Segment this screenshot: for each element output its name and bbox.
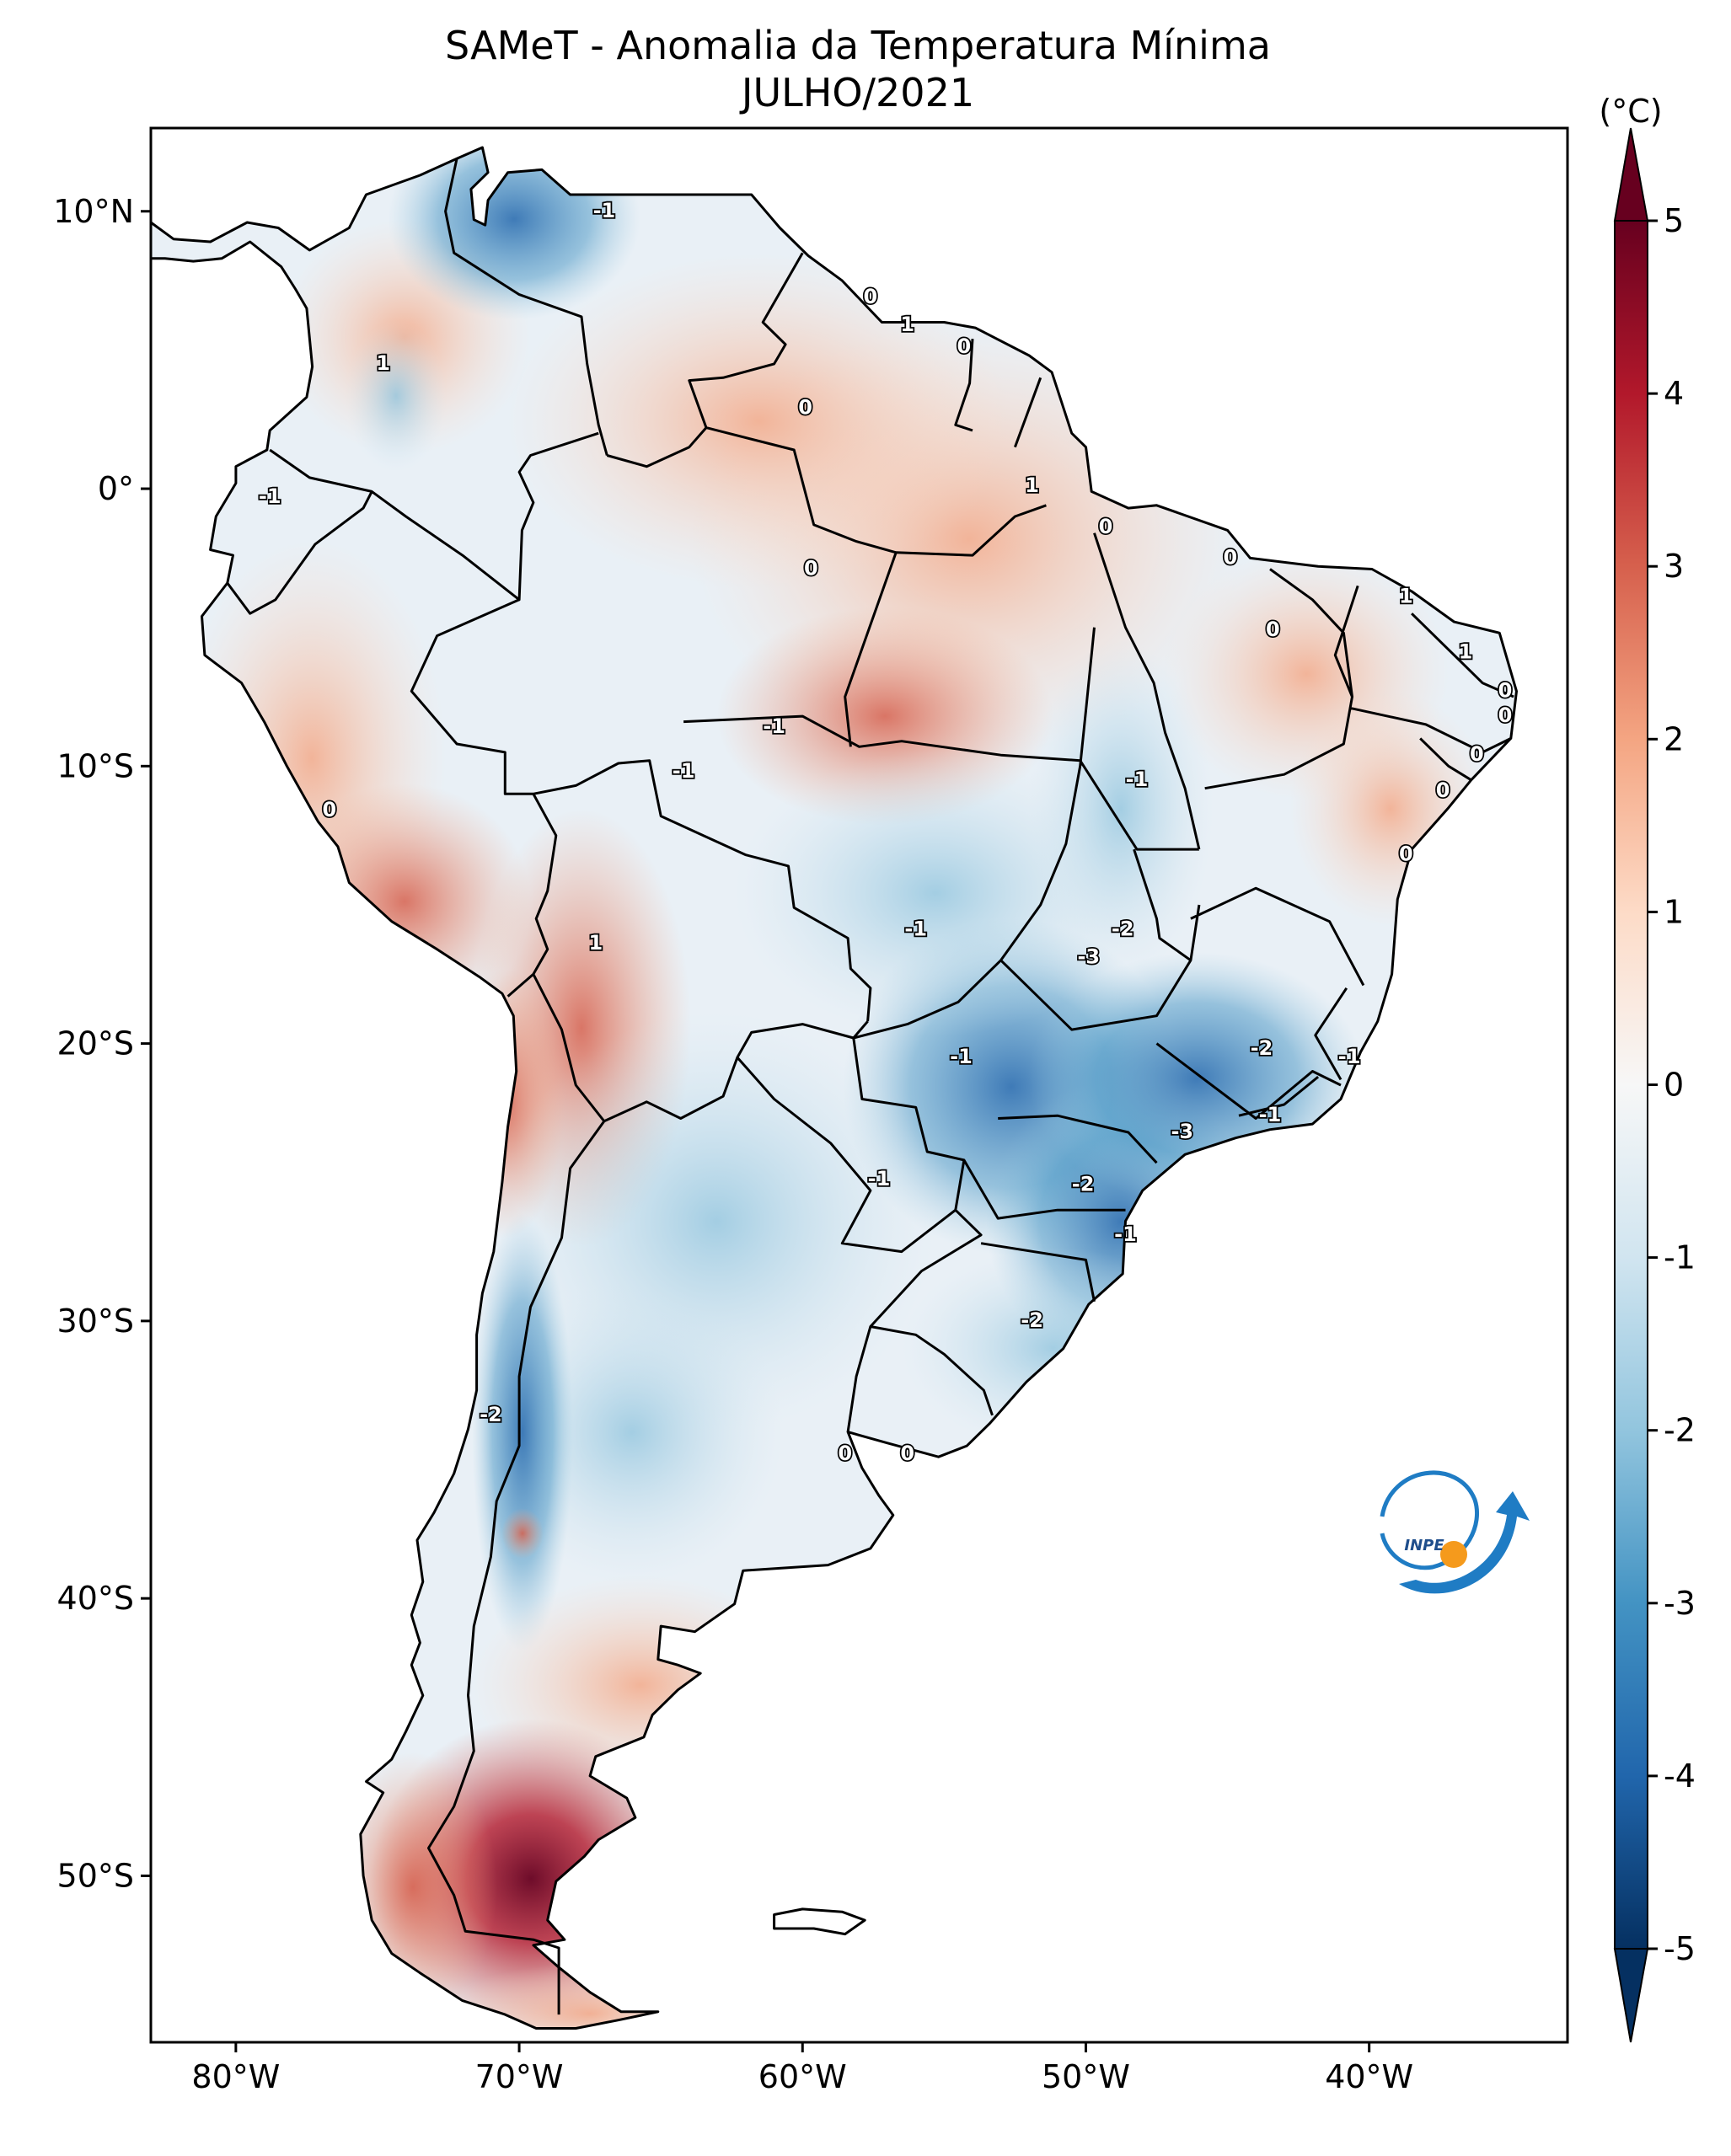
- contour-label: 1: [1025, 473, 1039, 497]
- colorbar-extend-max: [1613, 127, 1649, 222]
- contour-label: -1: [904, 918, 927, 941]
- contour-label: 1: [376, 351, 390, 375]
- contour-label: 0: [864, 285, 878, 308]
- contour-label: 0: [1266, 618, 1280, 641]
- lon-tick-label: 80°W: [191, 2058, 280, 2095]
- contour-label: -1: [1338, 1045, 1361, 1068]
- colorbar-tick-label: 5: [1664, 202, 1684, 239]
- longitude-axis: 80°W 70°W 60°W 50°W 40°W: [191, 2042, 1413, 2095]
- colorbar-tick-label: -2: [1664, 1412, 1696, 1449]
- contour-label: -1: [763, 714, 785, 738]
- state-and-country-borders: [226, 158, 1514, 2015]
- contour-label: -2: [1072, 1173, 1095, 1196]
- contour-label: 0: [804, 557, 818, 580]
- latitude-axis: 10°N 0° 10°S 20°S 30°S 40°S 50°S: [53, 193, 151, 1894]
- contour-label: 1: [1459, 639, 1473, 663]
- contour-label: -3: [1171, 1120, 1193, 1143]
- contour-label: 0: [798, 396, 812, 420]
- colorbar-tick-label: 1: [1664, 893, 1684, 930]
- contour-label: -2: [1251, 1036, 1273, 1060]
- contour-label: 1: [1399, 585, 1413, 608]
- lat-tick-label: 40°S: [57, 1580, 134, 1617]
- colorbar-tick-label: 2: [1664, 720, 1684, 757]
- chart-subtitle: JULHO/2021: [739, 70, 974, 115]
- lat-tick-label: 10°N: [53, 193, 134, 230]
- lat-tick-label: 50°S: [57, 1857, 134, 1894]
- contour-label: -1: [673, 759, 695, 783]
- contour-label: 0: [322, 798, 336, 821]
- contour-label: -2: [1021, 1308, 1043, 1332]
- colorbar-tick-label: -1: [1664, 1239, 1696, 1276]
- inpe-logo-arrow: [1399, 1491, 1530, 1594]
- contour-label: 0: [1498, 678, 1513, 702]
- colorbar-tick-label: 0: [1664, 1067, 1684, 1104]
- inpe-logo-text: INPE: [1404, 1537, 1444, 1554]
- contour-label: -2: [1112, 918, 1134, 941]
- colorbar-tick-label: -3: [1664, 1585, 1696, 1622]
- falkland-islands: [773, 1907, 866, 1936]
- colorbar-ticks: 5 4 3 2 1 0 -1 -2 -3 -4 -5: [1648, 202, 1696, 1967]
- contour-label: -1: [593, 199, 616, 222]
- contour-label: 0: [1436, 778, 1450, 802]
- contour-label: -2: [480, 1403, 502, 1426]
- lon-tick-label: 40°W: [1325, 2058, 1413, 2095]
- contour-label: 0: [1224, 545, 1238, 569]
- contour-label: 0: [900, 1442, 914, 1465]
- chart-title: SAMeT - Anomalia da Temperatura Mínima: [445, 23, 1271, 68]
- inpe-logo: INPE: [1380, 1470, 1530, 1594]
- lon-tick-label: 50°W: [1042, 2058, 1130, 2095]
- contour-label: 0: [1498, 704, 1513, 727]
- colorbar-tick-label: 3: [1664, 548, 1684, 585]
- contour-label: 0: [838, 1442, 852, 1465]
- contour-label: 0: [1099, 515, 1113, 538]
- contour-label: 0: [957, 334, 972, 358]
- colorbar-tick-label: 4: [1664, 375, 1684, 412]
- inpe-logo-swoosh: [1380, 1470, 1480, 1570]
- colorbar-gradient: [1614, 220, 1648, 1950]
- contour-label: -1: [1126, 768, 1149, 791]
- contour-label: -1: [868, 1167, 891, 1190]
- contour-label: -1: [1259, 1103, 1282, 1126]
- lat-tick-label: 0°: [98, 470, 134, 507]
- lat-tick-label: 30°S: [57, 1303, 134, 1340]
- inpe-logo-sun: [1440, 1541, 1467, 1568]
- lon-tick-label: 60°W: [758, 2058, 847, 2095]
- contour-label: -3: [1077, 945, 1100, 969]
- colorbar-unit-label: (°C): [1599, 93, 1662, 130]
- colorbar: (°C) 5 4 3 2 1 0 -1 -2 -3 -4 -5: [1599, 93, 1696, 2043]
- colorbar-extend-min: [1613, 1948, 1649, 2043]
- lat-tick-label: 10°S: [57, 747, 134, 784]
- colorbar-tick-label: -5: [1664, 1930, 1696, 1967]
- contour-label: -1: [259, 484, 281, 508]
- contour-label: 1: [588, 931, 603, 955]
- lat-tick-label: 20°S: [57, 1025, 134, 1062]
- lon-tick-label: 70°W: [475, 2058, 564, 2095]
- contour-label: 1: [900, 313, 914, 336]
- contour-label: -1: [950, 1045, 973, 1068]
- contour-label: 0: [1399, 843, 1413, 866]
- continent-outline: [149, 146, 1518, 2030]
- colorbar-tick-label: -4: [1664, 1757, 1696, 1795]
- contour-label: 0: [1470, 742, 1484, 766]
- contour-label: -1: [1114, 1222, 1137, 1246]
